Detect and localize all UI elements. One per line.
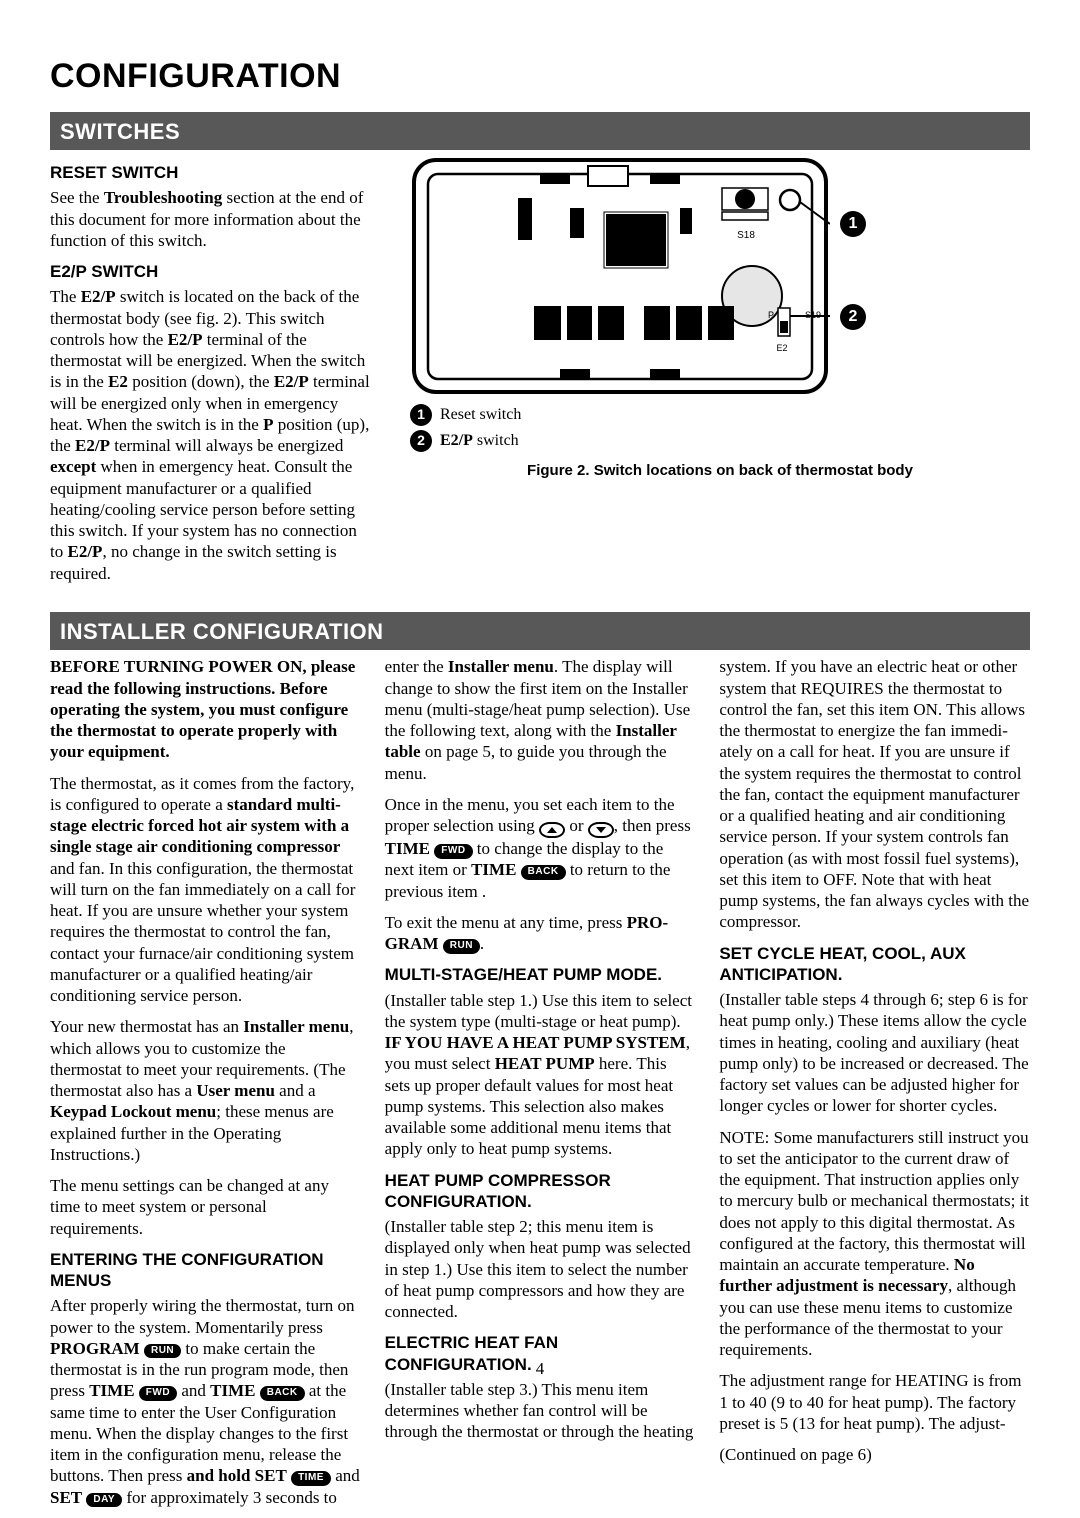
section-bar-installer: INSTALLER CONFIGURATION — [50, 612, 1030, 651]
svg-text:E2: E2 — [776, 343, 787, 353]
reset-switch-head: RESET SWITCH — [50, 162, 370, 183]
page-number: 4 — [0, 1358, 1080, 1379]
legend-row-1: 1 Reset switch — [410, 404, 1030, 426]
e2p-switch-para: The E2/P switch is located on the back o… — [50, 286, 370, 584]
col2-p2: Once in the menu, you set each item to t… — [385, 794, 696, 902]
reset-switch-para: See the Troubleshooting section at the e… — [50, 187, 370, 251]
legend-1-icon: 1 — [410, 404, 432, 426]
e2p-switch-head: E2/P SWITCH — [50, 261, 370, 282]
col3-cont: (Continued on page 6) — [719, 1444, 1030, 1465]
run-pill-icon: RUN — [443, 939, 480, 954]
installer-columns: BEFORE TURNING POWER ON, please read the… — [50, 656, 1030, 1518]
col2-p6: (Installer table step 3.) This menu item… — [385, 1379, 696, 1443]
col1-h1: ENTERING THE CONFIGURATION MENUS — [50, 1249, 361, 1292]
installer-col-2: enter the Installer menu. The display wi… — [385, 656, 696, 1518]
col2-p1: enter the Installer menu. The display wi… — [385, 656, 696, 784]
legend-2-icon: 2 — [410, 430, 432, 452]
switches-section: RESET SWITCH See the Troubleshooting sec… — [50, 156, 1030, 594]
col2-p3: To exit the menu at any time, press PRO­… — [385, 912, 696, 955]
col3-h1: SET CYCLE HEAT, COOL, AUX ANTICIPATION. — [719, 943, 1030, 986]
legend-row-2: 2 E2/P switch — [410, 430, 1030, 452]
svg-text:P: P — [768, 310, 774, 320]
thermostat-back-diagram: S18 P S19 E2 — [410, 156, 830, 396]
col2-h1: MULTI-STAGE/HEAT PUMP MODE. — [385, 964, 696, 985]
fwd-pill-icon: FWD — [139, 1386, 177, 1401]
fwd-pill-icon: FWD — [434, 844, 472, 859]
col3-p1: system. If you have an electric heat or … — [719, 656, 1030, 932]
day-pill-icon: DAY — [86, 1493, 122, 1508]
col3-p4: The adjustment range for HEATING is from… — [719, 1370, 1030, 1434]
back-pill-icon: BACK — [521, 865, 566, 880]
figure-caption: Figure 2. Switch locations on back of th… — [410, 462, 1030, 481]
col1-p3: Your new thermostat has an Installer men… — [50, 1016, 361, 1165]
run-pill-icon: RUN — [144, 1344, 181, 1359]
back-pill-icon: BACK — [260, 1386, 305, 1401]
callout-2-icon: 2 — [840, 304, 866, 330]
col1-p2: The thermostat, as it comes from the fac… — [50, 773, 361, 1007]
col2-h2: HEAT PUMP COMPRESSOR CONFIGURATION. — [385, 1170, 696, 1213]
legend-2-text: E2/P switch — [440, 431, 519, 451]
col3-p2: (Installer table steps 4 through 6; step… — [719, 989, 1030, 1117]
down-arrow-icon — [588, 822, 614, 838]
svg-text:S18: S18 — [737, 230, 755, 241]
up-arrow-icon — [539, 822, 565, 838]
switches-text-col: RESET SWITCH See the Troubleshooting sec… — [50, 156, 370, 594]
installer-col-3: system. If you have an electric heat or … — [719, 656, 1030, 1518]
col1-p4: The menu settings can be changed at any … — [50, 1175, 361, 1239]
section-bar-switches: SWITCHES — [50, 112, 1030, 151]
col3-p3: NOTE: Some manufacturers still instruct … — [719, 1127, 1030, 1361]
time-pill-icon: TIME — [291, 1471, 331, 1486]
page-title: CONFIGURATION — [50, 55, 1030, 98]
col1-p5: After properly wiring the thermostat, tu… — [50, 1295, 361, 1508]
legend-1-text: Reset switch — [440, 405, 521, 425]
installer-col-1: BEFORE TURNING POWER ON, please read the… — [50, 656, 361, 1518]
col1-p1: BEFORE TURNING POWER ON, please read the… — [50, 656, 361, 762]
col2-p5: (Installer table step 2; this menu item … — [385, 1216, 696, 1322]
col2-p4: (Installer table step 1.) Use this item … — [385, 990, 696, 1160]
callout-1-icon: 1 — [840, 211, 866, 237]
figure-2: 1 2 — [410, 156, 1030, 481]
figure-col: 1 2 — [410, 156, 1030, 594]
figure-legend: 1 Reset switch 2 E2/P switch — [410, 404, 1030, 452]
